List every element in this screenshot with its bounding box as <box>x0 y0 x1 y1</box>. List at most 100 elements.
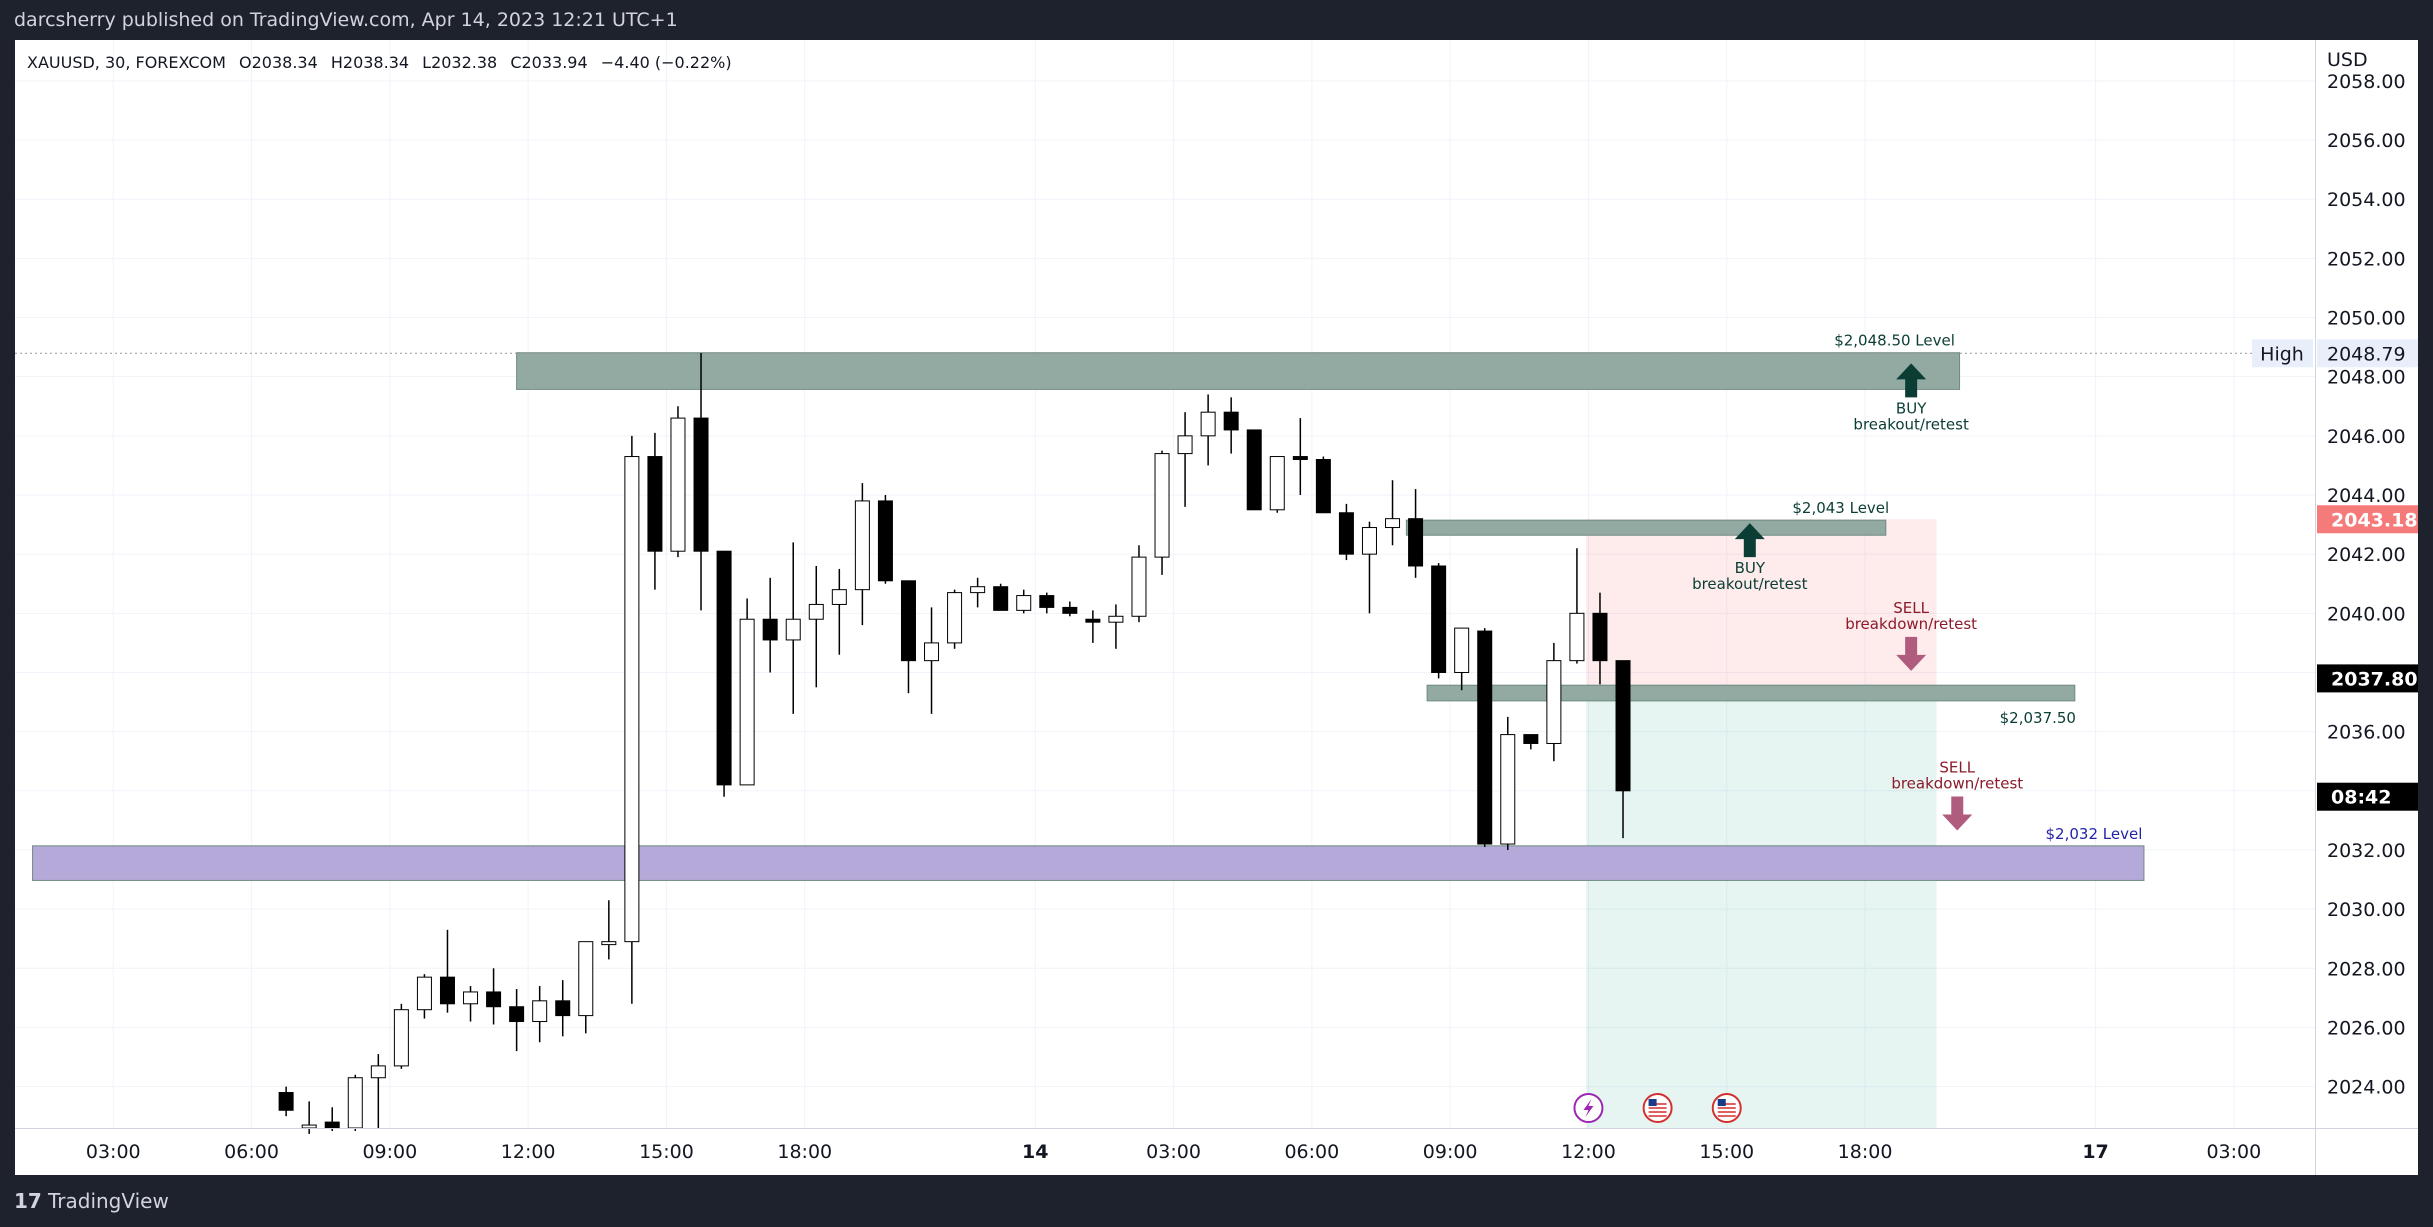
last-price: 2037.80 <box>2331 668 2418 690</box>
high-value: 2048.79 <box>2327 343 2406 365</box>
candle-down <box>716 550 732 786</box>
x-tick-label: 06:00 <box>224 1141 279 1163</box>
candlestick-chart[interactable]: $2,048.50 Level $2,043 Level $2,037.50 $2,0… <box>15 40 2418 1175</box>
candle-up <box>463 991 479 1005</box>
x-tick-label: 09:00 <box>362 1141 417 1163</box>
candle-up <box>347 1077 363 1129</box>
tradingview-logo-icon: 17 <box>14 1189 42 1213</box>
annotation-line1: SELL <box>1939 759 1975 777</box>
candle-up <box>578 941 594 1017</box>
footer-bar: 17 TradingView <box>0 1175 2433 1227</box>
candle-down <box>1615 660 1631 792</box>
alert-price-box <box>2317 505 2418 534</box>
event-icons[interactable] <box>1573 1093 1742 1123</box>
annotation-line1: SELL <box>1893 599 1929 617</box>
annotation-line2: breakout/retest <box>1692 575 1808 593</box>
y-tick-label: 2024.00 <box>2327 1077 2406 1099</box>
candle-down <box>877 500 893 582</box>
publisher-text: darcsherry published on TradingView.com,… <box>14 9 678 31</box>
annotations[interactable]: BUYbreakout/retestBUYbreakout/retestSELL… <box>1692 363 2023 831</box>
y-tick-label: 2046.00 <box>2327 426 2406 448</box>
candle-down <box>555 1000 571 1017</box>
y-tick-label: 2052.00 <box>2327 248 2406 270</box>
y-tick-label: 2056.00 <box>2327 130 2406 152</box>
x-tick-label: 15:00 <box>639 1141 694 1163</box>
x-tick-label: 12:00 <box>1561 1141 1616 1163</box>
candle-up <box>1546 660 1562 744</box>
high-line: High 2048.79 <box>15 339 2418 368</box>
high-label-box <box>2252 339 2313 368</box>
candle-up <box>301 1124 317 1129</box>
annotation-line1: BUY <box>1735 559 1766 577</box>
candle-up <box>1269 456 1285 511</box>
annotation-line1: BUY <box>1896 399 1927 417</box>
candle-down <box>278 1092 294 1111</box>
zone-2032-label: $2,032 Level <box>2046 825 2143 843</box>
candle-up <box>1569 612 1585 662</box>
x-tick-label: 18:00 <box>777 1141 832 1163</box>
candle-up <box>831 589 847 605</box>
candle-down <box>439 976 455 1005</box>
legend-high: H2038.34 <box>331 53 409 72</box>
x-tick-label: 03:00 <box>1146 1141 1201 1163</box>
bolt-glyph <box>1583 1099 1594 1117</box>
price-axis[interactable]: 2024.002026.002028.002030.002032.002034.… <box>2315 40 2419 1175</box>
zone-2037-label: $2,037.50 <box>2000 709 2076 727</box>
candle-down <box>1246 429 1262 511</box>
candle-down <box>1408 518 1424 567</box>
y-tick-label: 2048.00 <box>2327 367 2406 389</box>
annotation-line2: breakdown/retest <box>1845 615 1977 633</box>
position-stop-zone <box>1586 685 1937 1128</box>
x-tick-label: 14 <box>1022 1141 1048 1163</box>
y-tick-label: 2040.00 <box>2327 603 2406 625</box>
zone-2043 <box>1405 519 1887 536</box>
zone-2048-label: $2,048.50 Level <box>1834 332 1955 350</box>
legend-low: L2032.38 <box>422 53 497 72</box>
candle-down <box>1592 612 1608 662</box>
flag-canton <box>1717 1099 1726 1106</box>
candle-down <box>993 586 1009 611</box>
y-tick-label: 2032.00 <box>2327 840 2406 862</box>
x-tick-label: 06:00 <box>1284 1141 1339 1163</box>
legend-ohlc: XAUUSD, 30, FOREXCOM O2038.34 H2038.34 L… <box>27 53 732 72</box>
candle-down <box>693 417 709 552</box>
y-tick-label: 2026.00 <box>2327 1017 2406 1039</box>
candle-down <box>1431 565 1447 673</box>
x-tick-label: 03:00 <box>2206 1141 2261 1163</box>
candle-down <box>1085 618 1101 623</box>
candle-up <box>532 1000 548 1023</box>
candle-down <box>647 456 663 552</box>
buy-arrow-icon <box>1896 363 1927 398</box>
time-axis[interactable]: 03:00 06:00 09:00 12:00 15:00 18:00 14 03:00 06:… <box>15 1128 2418 1164</box>
level-zones[interactable]: $2,048.50 Level $2,043 Level $2,037.50 $2,0… <box>32 332 2145 881</box>
legend-open: O2038.34 <box>239 53 318 72</box>
candle-down <box>1039 595 1055 608</box>
position-tool[interactable] <box>1586 519 1937 1128</box>
zone-2037 <box>1426 684 2076 702</box>
candle-up <box>601 941 617 946</box>
candle-up <box>947 592 963 644</box>
candle-up <box>924 642 940 662</box>
candle-up <box>854 500 870 591</box>
legend-close: C2033.94 <box>510 53 587 72</box>
alert-price: 2043.18 <box>2331 509 2418 531</box>
candles <box>278 353 1631 1134</box>
chart-frame[interactable]: $2,048.50 Level $2,043 Level $2,037.50 $2,0… <box>15 40 2418 1175</box>
candle-down <box>900 580 916 662</box>
y-tick-label: 2036.00 <box>2327 722 2406 744</box>
x-tick-label: 09:00 <box>1423 1141 1478 1163</box>
candle-down <box>324 1121 340 1129</box>
candle-up <box>1200 411 1216 437</box>
candle-up <box>1385 518 1401 529</box>
high-label: High <box>2260 343 2304 365</box>
x-tick-label: 03:00 <box>86 1141 141 1163</box>
candle-up <box>1361 527 1377 555</box>
plot-background <box>15 40 2315 1128</box>
candle-up <box>1500 734 1516 845</box>
x-tick-label: 18:00 <box>1838 1141 1893 1163</box>
candle-up <box>808 603 824 620</box>
sell-arrow-icon <box>1896 636 1927 671</box>
countdown-box <box>2317 782 2418 811</box>
y-tick-label: 2030.00 <box>2327 899 2406 921</box>
tradingview-brand: TradingView <box>48 1189 169 1213</box>
